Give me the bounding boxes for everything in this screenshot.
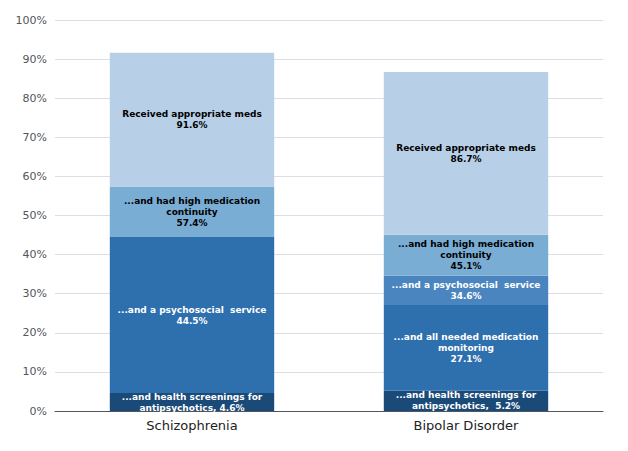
svg-text:Schizophrenia: Schizophrenia (146, 418, 237, 433)
svg-text:...and health screenings for: ...and health screenings for (396, 390, 537, 400)
svg-text:Bipolar Disorder: Bipolar Disorder (414, 418, 520, 433)
svg-text:90%: 90% (23, 53, 47, 66)
svg-text:86.7%: 86.7% (450, 154, 481, 164)
svg-text:20%: 20% (23, 326, 47, 339)
svg-text:100%: 100% (16, 14, 47, 27)
svg-text:...and had high medication: ...and had high medication (124, 196, 260, 206)
svg-text:50%: 50% (23, 209, 47, 222)
svg-text:antipsychotics, 5.2%: antipsychotics, 5.2% (412, 401, 520, 411)
svg-text:...and health screenings for: ...and health screenings for (122, 392, 263, 402)
svg-text:40%: 40% (23, 248, 47, 261)
svg-text:45.1%: 45.1% (450, 261, 481, 271)
svg-text:91.6%: 91.6% (176, 120, 207, 130)
svg-text:Received appropriate meds: Received appropriate meds (122, 109, 262, 119)
svg-text:continuity: continuity (166, 207, 218, 217)
svg-text:antipsychotics, 4.6%: antipsychotics, 4.6% (139, 403, 244, 413)
svg-text:...and a psychosocial service: ...and a psychosocial service (118, 305, 267, 315)
svg-text:...and a psychosocial service: ...and a psychosocial service (392, 280, 541, 290)
svg-text:0%: 0% (30, 405, 47, 418)
svg-text:...and had high medication: ...and had high medication (398, 239, 534, 249)
svg-text:70%: 70% (23, 131, 47, 144)
svg-text:80%: 80% (23, 92, 47, 105)
svg-text:57.4%: 57.4% (176, 218, 207, 228)
svg-text:...and all needed medication: ...and all needed medication (394, 332, 539, 342)
svg-text:monitoring: monitoring (438, 343, 494, 353)
svg-text:34.6%: 34.6% (450, 291, 481, 301)
svg-text:60%: 60% (23, 170, 47, 183)
svg-text:10%: 10% (23, 365, 47, 378)
svg-text:Received appropriate meds: Received appropriate meds (396, 143, 536, 153)
svg-text:44.5%: 44.5% (176, 316, 207, 326)
svg-text:continuity: continuity (440, 250, 492, 260)
svg-text:30%: 30% (23, 287, 47, 300)
svg-text:27.1%: 27.1% (450, 354, 481, 364)
